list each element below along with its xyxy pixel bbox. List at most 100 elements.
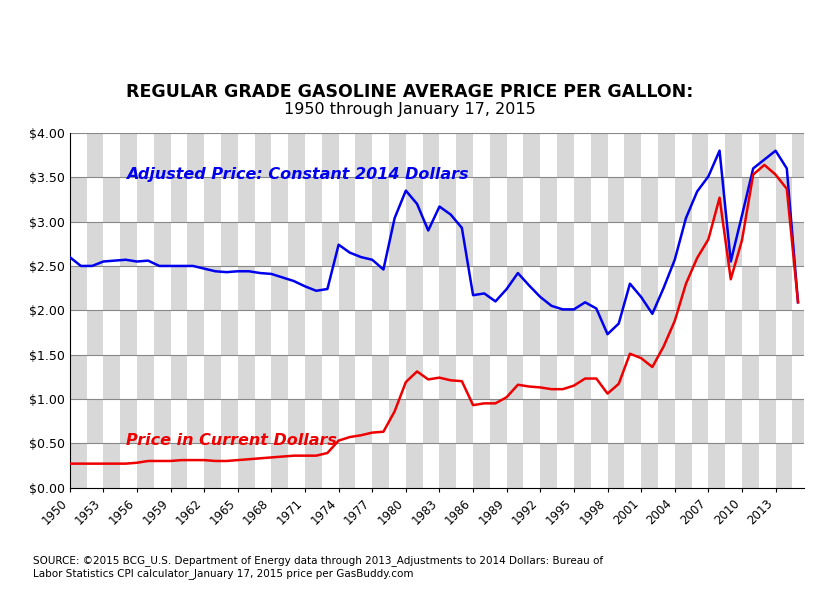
Bar [103,399,120,443]
Bar [556,399,573,443]
Bar [657,443,674,488]
Bar [204,443,220,488]
Bar [573,222,590,266]
Bar [439,133,455,177]
Bar [674,133,690,177]
Bar [724,355,741,399]
Bar [321,177,338,222]
Bar [439,222,455,266]
Bar [305,443,321,488]
Bar [674,399,690,443]
Bar [287,177,305,222]
Bar [220,177,238,222]
Bar [254,177,271,222]
Bar [573,443,590,488]
Bar [70,443,86,488]
Bar [271,177,287,222]
Bar [657,133,674,177]
Bar [540,177,556,222]
Bar [724,399,741,443]
Bar [204,266,220,310]
Text: REGULAR GRADE GASOLINE AVERAGE PRICE PER GALLON:: REGULAR GRADE GASOLINE AVERAGE PRICE PER… [126,83,693,100]
Bar [439,443,455,488]
Bar [137,399,153,443]
Bar [506,266,523,310]
Bar [708,310,724,355]
Bar [473,266,489,310]
Bar [724,133,741,177]
Bar [120,443,137,488]
Bar [573,266,590,310]
Bar [254,133,271,177]
Bar [305,310,321,355]
Bar [355,133,372,177]
Bar [506,355,523,399]
Bar [187,399,204,443]
Bar [355,355,372,399]
Bar [153,266,170,310]
Bar [103,177,120,222]
Bar [388,222,405,266]
Bar [607,222,623,266]
Bar [187,310,204,355]
Bar [153,399,170,443]
Bar [791,177,808,222]
Bar [355,443,372,488]
Bar [590,222,607,266]
Bar [708,355,724,399]
Bar [439,177,455,222]
Bar [86,310,103,355]
Bar [791,222,808,266]
Bar [455,310,473,355]
Bar [489,399,506,443]
Bar [238,310,254,355]
Text: Price in Current Dollars: Price in Current Dollars [125,433,336,448]
Bar [338,355,355,399]
Bar [86,222,103,266]
Bar [187,222,204,266]
Bar [523,310,540,355]
Bar [220,222,238,266]
Bar [523,222,540,266]
Bar [254,222,271,266]
Bar [321,443,338,488]
Bar [220,133,238,177]
Bar [724,266,741,310]
Bar [540,266,556,310]
Bar [523,266,540,310]
Bar [287,133,305,177]
Bar [204,177,220,222]
Bar [623,177,640,222]
Bar [506,133,523,177]
Bar [170,133,187,177]
Bar [607,177,623,222]
Bar [187,177,204,222]
Bar [254,399,271,443]
Bar [321,355,338,399]
Bar [640,443,657,488]
Bar [623,310,640,355]
Bar [573,133,590,177]
Bar [623,443,640,488]
Bar [70,399,86,443]
Bar [523,399,540,443]
Bar [220,399,238,443]
Bar [405,355,422,399]
Bar [103,310,120,355]
Bar [623,399,640,443]
Text: 1950 through January 17, 2015: 1950 through January 17, 2015 [283,102,536,117]
Bar [556,310,573,355]
Bar [657,399,674,443]
Text: SOURCE: ©2015 BCG_U.S. Department of Energy data through 2013_Adjustments to 201: SOURCE: ©2015 BCG_U.S. Department of Ene… [33,556,602,579]
Bar [573,399,590,443]
Bar [86,177,103,222]
Bar [355,399,372,443]
Bar [321,310,338,355]
Bar [473,133,489,177]
Bar [758,399,775,443]
Bar [556,355,573,399]
Bar [489,177,506,222]
Bar [187,266,204,310]
Bar [220,266,238,310]
Bar [120,222,137,266]
